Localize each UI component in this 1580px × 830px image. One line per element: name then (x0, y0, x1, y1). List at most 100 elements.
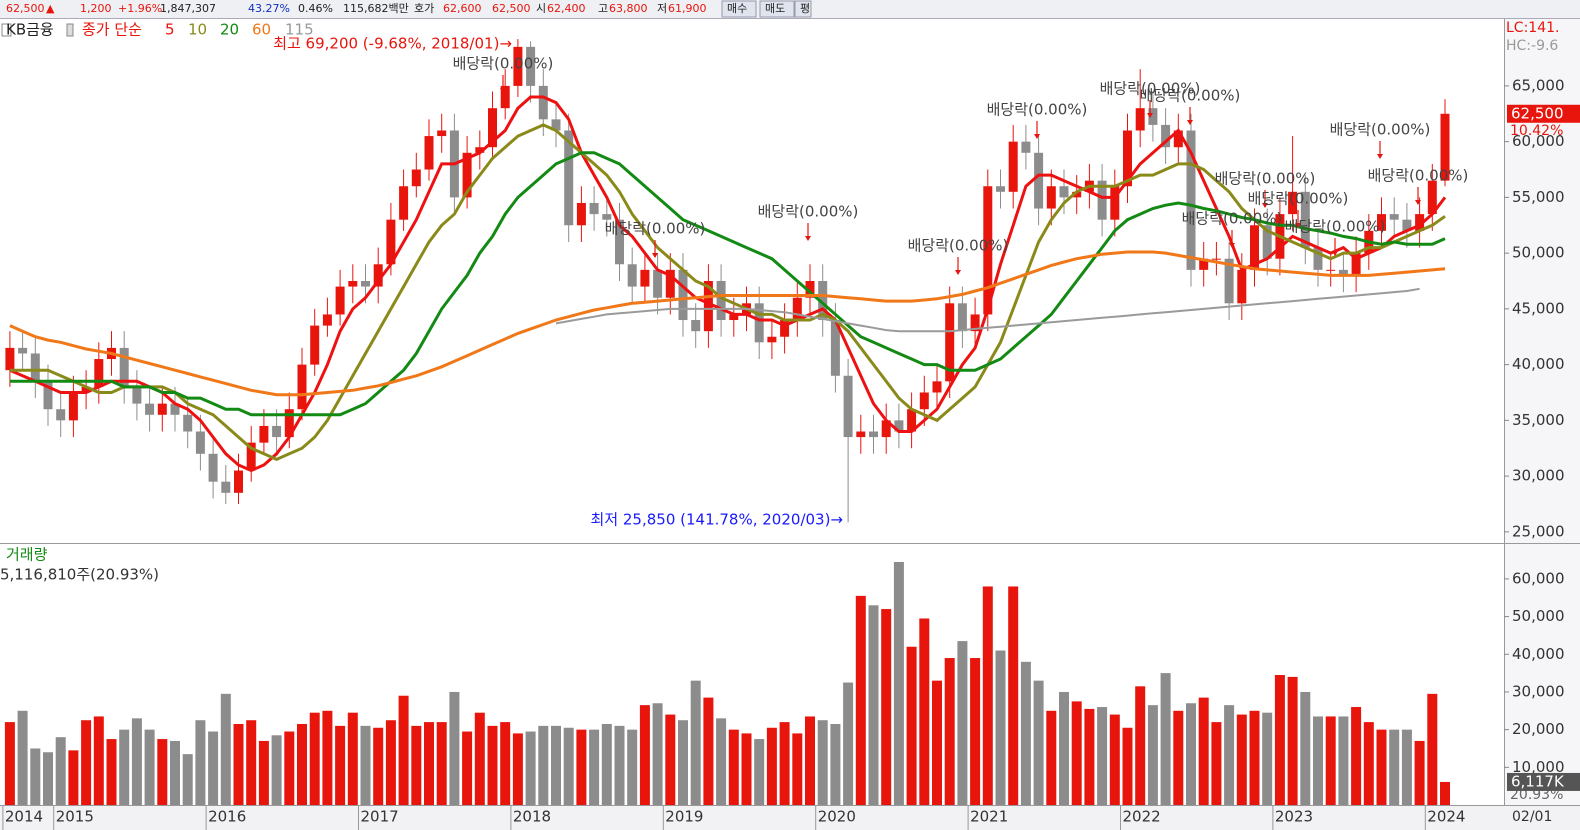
candle-body (234, 470, 243, 493)
volume-bar (4, 722, 15, 805)
candle-body (1173, 130, 1183, 148)
header-button[interactable] (759, 0, 795, 18)
candle-body (81, 386, 91, 393)
volume-bar (347, 712, 358, 805)
volume-bar (1135, 686, 1146, 805)
header-button[interactable] (721, 0, 757, 18)
dividend-note: 배당락(0.00%) (1330, 121, 1431, 139)
candle-body (945, 303, 955, 382)
volume-bar (525, 731, 536, 805)
candle-body (1351, 253, 1361, 276)
current-date: 02/01 (1512, 809, 1552, 825)
volume-bar (1338, 716, 1349, 805)
volume-bar (805, 716, 815, 805)
volume-bar (220, 693, 231, 805)
volume-bar (271, 735, 282, 805)
candle-body (996, 186, 1005, 192)
volume-bar (1249, 710, 1260, 805)
candle-body (145, 403, 155, 415)
volume-bar (1211, 722, 1222, 805)
candle-body (310, 325, 320, 365)
volume-bar (1262, 712, 1273, 805)
header-item: 0.46% (298, 2, 333, 15)
candle-body (754, 303, 764, 343)
volume-bar (246, 720, 257, 805)
x-tick-label: 2019 (665, 808, 703, 826)
candle-body (1059, 186, 1069, 198)
candle-body (1199, 258, 1209, 270)
volume-bar (563, 727, 574, 805)
header-item: 115,682백만 (343, 2, 409, 15)
volume-bar (93, 716, 104, 805)
lc-label: LC:141. (1506, 20, 1559, 36)
dividend-note: 배당락(0.00%) (1285, 218, 1386, 236)
volume-bar (690, 680, 701, 805)
candle-body (373, 264, 383, 287)
y-tick-label: 40,000 (1512, 355, 1565, 373)
candle-body (615, 219, 624, 265)
dividend-arrowhead (1147, 113, 1153, 118)
volume-bar (487, 725, 498, 805)
volume-bar (1363, 722, 1374, 805)
axis-panel (1504, 19, 1580, 805)
candle-body (246, 442, 256, 471)
candle-body (1148, 108, 1158, 125)
x-axis-bar (0, 805, 1580, 830)
candle-body (513, 46, 523, 86)
volume-bar (830, 723, 841, 805)
candle-body (576, 202, 586, 226)
candle-body (1110, 186, 1120, 220)
volume-bar (81, 720, 92, 805)
volume-bar (360, 725, 371, 805)
volume-bar (754, 739, 765, 805)
header-button[interactable] (794, 0, 812, 18)
candle-body (716, 281, 726, 321)
candle-body (119, 347, 129, 387)
candle-body (551, 119, 561, 131)
candle-body (627, 264, 637, 287)
candle-body (170, 403, 180, 415)
volume-bar (576, 729, 587, 805)
volume-bar (144, 729, 155, 805)
volume-bar (741, 733, 752, 805)
candle-body (1034, 152, 1044, 209)
candle-body (1186, 130, 1196, 270)
candle-body (1326, 269, 1336, 271)
volume-subtitle: 5,116,810주(20.93%) (0, 566, 159, 584)
dividend-arrowhead (1415, 200, 1421, 205)
current-price: 62,500 (1511, 104, 1564, 122)
volume-bar (1224, 705, 1235, 805)
volume-bar (843, 682, 854, 805)
volume-bar (258, 740, 269, 805)
header-item[interactable]: 매수 (727, 2, 747, 15)
header-item[interactable]: 평 (800, 2, 810, 15)
x-tick-label: 2018 (513, 808, 551, 826)
header-item[interactable]: 매도 (765, 2, 785, 15)
volume-bar (1440, 781, 1450, 805)
legend-prefix: 종가 단순 (82, 21, 142, 39)
volume-bar (855, 595, 866, 805)
x-tick-label: 2017 (361, 808, 399, 826)
dividend-note: 배당락(0.00%) (1182, 210, 1283, 228)
volume-bar (1084, 708, 1095, 805)
candle-body (43, 381, 53, 410)
volume-bar (322, 710, 333, 805)
volume-bar (1020, 661, 1031, 805)
volume-bar (55, 737, 66, 805)
candle-body (272, 425, 282, 438)
volume-bar (68, 750, 79, 805)
candle-body (1237, 269, 1247, 304)
header-item: +1.96% (118, 2, 162, 15)
candle-body (322, 314, 332, 326)
volume-bar (284, 731, 295, 805)
volume-bar (627, 729, 638, 805)
candle-body (1300, 191, 1310, 248)
volume-bar (1059, 691, 1069, 805)
x-tick-label: 2016 (208, 808, 246, 826)
dividend-arrowhead (955, 270, 961, 275)
candle-body (894, 420, 904, 432)
volume-bar (512, 733, 523, 805)
volume-title: 거래량 (6, 546, 48, 564)
volume-bar (868, 605, 879, 805)
